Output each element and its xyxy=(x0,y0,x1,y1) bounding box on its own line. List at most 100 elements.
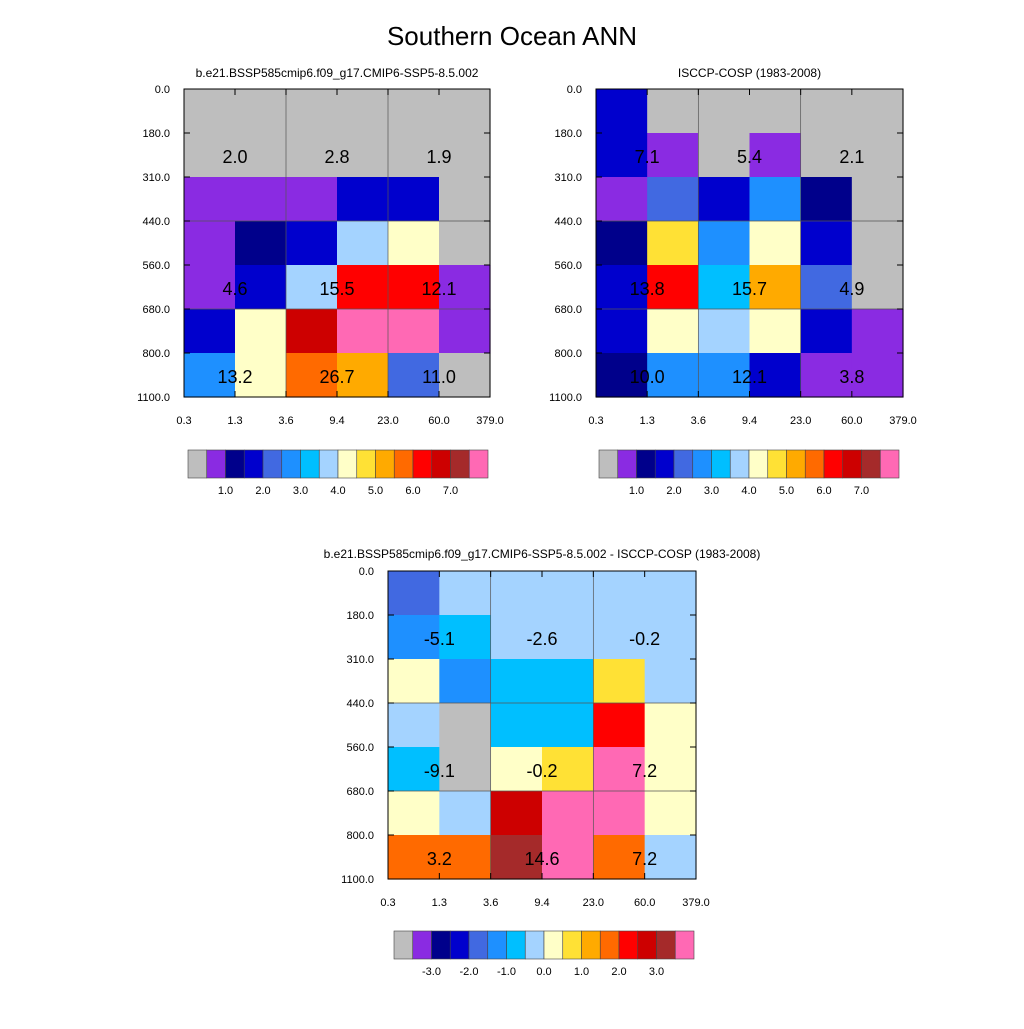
colorbar-swatch xyxy=(879,449,900,479)
heatmap-cell xyxy=(698,353,751,398)
data-label: 3.2 xyxy=(427,849,452,869)
colorbar-label: -3.0 xyxy=(422,966,441,978)
colorbar-swatch xyxy=(412,449,433,479)
x-tick-label: 3.6 xyxy=(691,415,706,427)
y-tick-label: 310.0 xyxy=(346,654,374,666)
heatmap-cell xyxy=(337,309,389,354)
heatmap-cell xyxy=(800,221,853,266)
colorbar-label: 1.0 xyxy=(629,485,644,497)
heatmap-cell xyxy=(698,309,751,354)
colorbar-label: -2.0 xyxy=(460,966,479,978)
data-label: 4.6 xyxy=(222,279,247,299)
heatmap-cell xyxy=(439,221,491,266)
heatmap-cell xyxy=(235,177,287,222)
y-tick-label: 180.0 xyxy=(346,610,374,622)
data-label: 15.7 xyxy=(732,279,767,299)
heatmap-cell xyxy=(647,353,699,398)
y-tick-label: 1100.0 xyxy=(549,392,582,404)
y-tick-label: 800.0 xyxy=(554,348,582,360)
heatmap-cell xyxy=(184,177,236,222)
heatmap-cell xyxy=(644,791,697,836)
data-label: 7.2 xyxy=(632,761,657,781)
colorbar-label: 5.0 xyxy=(368,485,383,497)
heatmap-cell xyxy=(749,309,802,354)
x-tick-label: 1.3 xyxy=(227,415,242,427)
y-tick-label: 180.0 xyxy=(554,128,582,140)
colorbar-swatch xyxy=(861,449,881,479)
heatmap-cell xyxy=(286,221,338,266)
heatmap-cell xyxy=(800,177,853,222)
heatmap-cell xyxy=(388,659,440,704)
heatmap-cell xyxy=(184,89,236,134)
heatmap-cell xyxy=(439,747,492,792)
y-tick-label: 310.0 xyxy=(142,172,170,184)
heatmap-cell xyxy=(647,177,699,222)
heatmap-cell xyxy=(644,571,697,616)
heatmap-cell xyxy=(439,835,492,880)
heatmap-cell xyxy=(184,309,236,354)
x-tick-label: 9.4 xyxy=(329,415,344,427)
heatmap-cell xyxy=(596,353,648,398)
heatmap-cell xyxy=(542,703,594,748)
heatmap-cell xyxy=(286,309,338,354)
heatmap-cell xyxy=(388,309,440,354)
colorbar-swatch xyxy=(692,449,712,479)
data-label: -2.6 xyxy=(526,629,557,649)
colorbar-swatch xyxy=(654,449,675,479)
heatmap-cell xyxy=(184,353,236,398)
heatmap-cell xyxy=(698,177,751,222)
colorbar-swatch xyxy=(487,930,507,960)
colorbar-swatch xyxy=(562,930,582,960)
colorbar-label: -1.0 xyxy=(497,966,516,978)
heatmap-panel-3: b.e21.BSSP585cmip6.f09_g17.CMIP6-SSP5-8.… xyxy=(324,547,761,978)
colorbar-swatch xyxy=(375,449,395,479)
colorbar-swatch xyxy=(187,449,208,479)
heatmap-cell xyxy=(851,89,904,134)
y-tick-label: 0.0 xyxy=(359,566,374,578)
colorbar-swatch xyxy=(543,930,564,960)
data-label: 7.2 xyxy=(632,849,657,869)
heatmap-cell xyxy=(286,177,338,222)
colorbar-swatch xyxy=(786,449,806,479)
data-label: 5.4 xyxy=(737,147,762,167)
heatmap-cell xyxy=(749,265,802,310)
heatmap-cell xyxy=(388,353,440,398)
heatmap-cell xyxy=(596,265,648,310)
colorbar-swatch xyxy=(412,930,432,960)
heatmap-cell xyxy=(439,659,492,704)
heatmap-cell xyxy=(698,89,751,134)
data-label: 3.8 xyxy=(839,367,864,387)
colorbar-label: 2.0 xyxy=(666,485,681,497)
heatmap-cell xyxy=(800,353,853,398)
heatmap-cell xyxy=(388,747,440,792)
heatmap-cell xyxy=(644,703,697,748)
colorbar-label: 7.0 xyxy=(854,485,869,497)
heatmap-cell xyxy=(439,89,491,134)
data-label: -9.1 xyxy=(424,761,455,781)
colorbar-swatch xyxy=(711,449,731,479)
heatmap-cell xyxy=(851,133,904,178)
heatmap-cell xyxy=(184,221,236,266)
x-tick-label: 379.0 xyxy=(682,897,710,909)
heatmap-cell xyxy=(749,177,802,222)
colorbar-swatch xyxy=(636,449,656,479)
heatmap-cell xyxy=(542,791,594,836)
colorbar-swatch xyxy=(637,930,657,960)
colorbar-label: 6.0 xyxy=(816,485,831,497)
heatmap-panel-1: b.e21.BSSP585cmip6.f09_g17.CMIP6-SSP5-8.… xyxy=(137,66,504,497)
heatmap-panel-2: ISCCP-COSP (1983-2008) 0.0 180.0 310.0 440.0… xyxy=(549,66,917,497)
y-tick-label: 180.0 xyxy=(142,128,170,140)
heatmap-cell xyxy=(800,133,853,178)
colorbar-label: 3.0 xyxy=(649,966,664,978)
heatmap-cell xyxy=(749,133,802,178)
colorbar-swatch xyxy=(206,449,226,479)
colorbar-swatch xyxy=(393,449,414,479)
x-tick-label: 9.4 xyxy=(534,897,549,909)
colorbar-swatch xyxy=(262,449,283,479)
heatmap-cell xyxy=(596,221,648,266)
colorbar-swatch xyxy=(524,930,545,960)
panel-title: ISCCP-COSP (1983-2008) xyxy=(678,66,821,80)
colorbar-label: 3.0 xyxy=(293,485,308,497)
x-tick-label: 3.6 xyxy=(483,897,498,909)
